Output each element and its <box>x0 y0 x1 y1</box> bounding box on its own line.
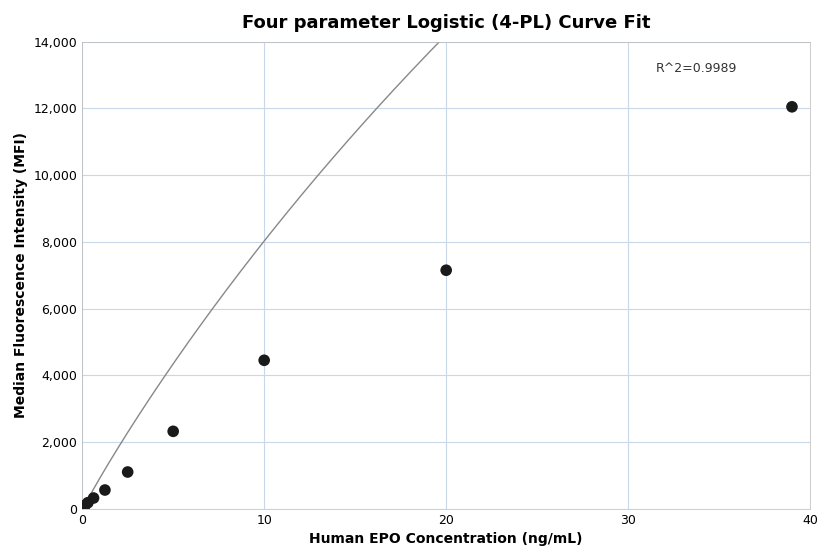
Point <box>166 427 180 436</box>
Point <box>98 486 111 494</box>
Text: R^2=0.9989: R^2=0.9989 <box>656 62 737 75</box>
Point <box>258 356 271 365</box>
X-axis label: Human EPO Concentration (ng/mL): Human EPO Concentration (ng/mL) <box>310 532 583 546</box>
Title: Four parameter Logistic (4-PL) Curve Fit: Four parameter Logistic (4-PL) Curve Fit <box>242 14 651 32</box>
Point <box>82 498 95 507</box>
Point <box>785 102 799 111</box>
Point <box>78 501 92 510</box>
Point <box>87 493 100 502</box>
Point <box>121 468 134 477</box>
Y-axis label: Median Fluorescence Intensity (MFI): Median Fluorescence Intensity (MFI) <box>14 132 28 418</box>
Point <box>77 502 90 511</box>
Point <box>439 266 453 275</box>
